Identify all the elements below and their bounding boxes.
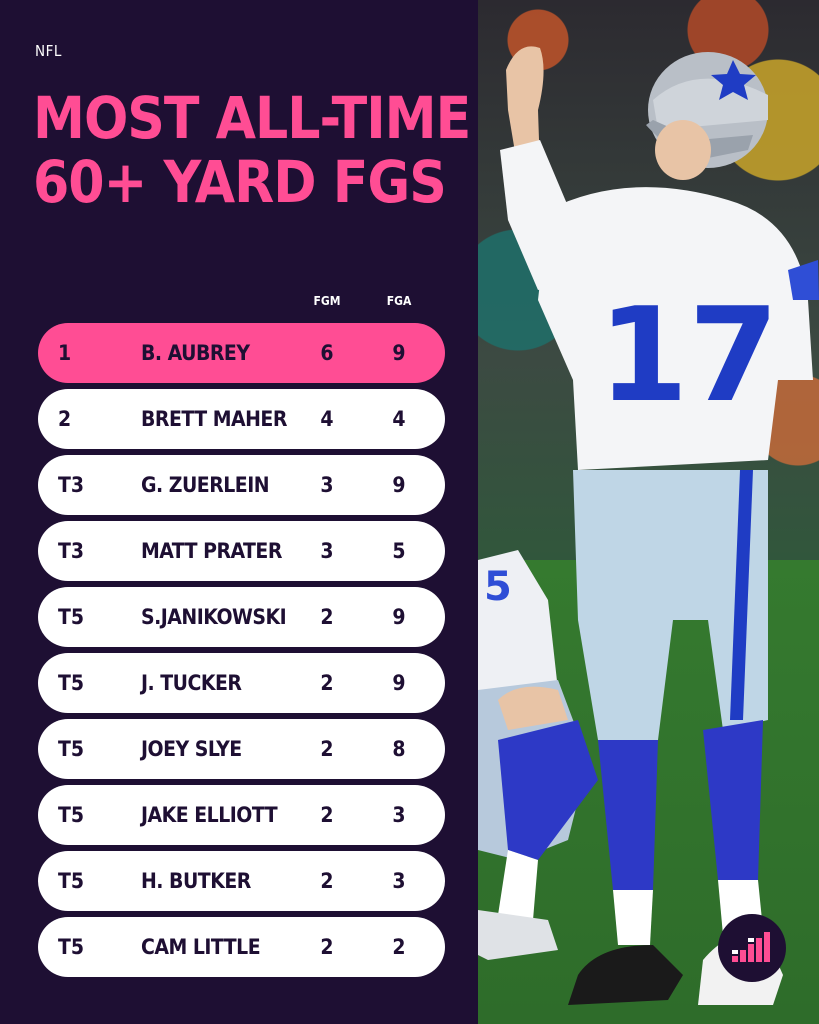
holder-jersey-number: 5 xyxy=(484,564,512,610)
kicker-player: 17 xyxy=(500,46,819,1005)
kicker-jersey-number: 17 xyxy=(598,279,779,431)
row-rank: T5 xyxy=(58,737,85,761)
leaderboard: 1 B. AUBREY 6 9 2 BRETT MAHER 4 4 T3 G. … xyxy=(38,323,445,983)
row-rank: T5 xyxy=(58,605,85,629)
row-fga: 9 xyxy=(392,341,406,365)
leaderboard-row: T3 G. ZUERLEIN 3 9 xyxy=(38,455,445,515)
row-rank: T5 xyxy=(58,803,85,827)
row-fga: 9 xyxy=(392,605,406,629)
column-header-fga: FGA xyxy=(386,294,412,308)
row-fga: 3 xyxy=(392,869,406,893)
row-rank: T3 xyxy=(58,473,85,497)
row-player-name: JOEY SLYE xyxy=(141,737,242,761)
leaderboard-row: T5 JOEY SLYE 2 8 xyxy=(38,719,445,779)
leaderboard-row: 1 B. AUBREY 6 9 xyxy=(38,323,445,383)
row-fgm: 2 xyxy=(320,671,334,695)
row-fgm: 2 xyxy=(320,935,334,959)
row-fgm: 6 xyxy=(320,341,334,365)
row-rank: T5 xyxy=(58,935,85,959)
row-player-name: BRETT MAHER xyxy=(141,407,287,431)
row-player-name: JAKE ELLIOTT xyxy=(141,803,278,827)
row-rank: T5 xyxy=(58,671,85,695)
stats-panel: NFL MOST ALL-TIME 60+ YARD FGS FGM FGA 1… xyxy=(33,42,473,983)
row-fga: 5 xyxy=(392,539,406,563)
row-rank: 2 xyxy=(58,407,72,431)
row-fgm: 3 xyxy=(320,539,334,563)
row-player-name: B. AUBREY xyxy=(141,341,250,365)
row-fga: 3 xyxy=(392,803,406,827)
row-player-name: S.JANIKOWSKI xyxy=(141,605,287,629)
kicker-photo: 5 17 xyxy=(478,0,819,1024)
row-fga: 4 xyxy=(392,407,406,431)
row-fga: 8 xyxy=(392,737,406,761)
leaderboard-row: T5 S.JANIKOWSKI 2 9 xyxy=(38,587,445,647)
leaderboard-row: 2 BRETT MAHER 4 4 xyxy=(38,389,445,449)
leaderboard-row: T5 JAKE ELLIOTT 2 3 xyxy=(38,785,445,845)
row-fgm: 4 xyxy=(320,407,334,431)
row-fgm: 2 xyxy=(320,605,334,629)
page-title: MOST ALL-TIME 60+ YARD FGS xyxy=(33,86,473,214)
holder-teammate: 5 xyxy=(478,550,598,960)
leaderboard-row: T5 CAM LITTLE 2 2 xyxy=(38,917,445,977)
league-label: NFL xyxy=(35,42,62,60)
title-line-2: 60+ YARD FGS xyxy=(33,148,447,216)
row-rank: T5 xyxy=(58,869,85,893)
leaderboard-row: T3 MATT PRATER 3 5 xyxy=(38,521,445,581)
row-rank: 1 xyxy=(58,341,72,365)
row-player-name: J. TUCKER xyxy=(141,671,242,695)
title-line-1: MOST ALL-TIME xyxy=(33,84,471,152)
row-fga: 2 xyxy=(392,935,406,959)
kicker-illustration: 5 17 xyxy=(478,46,819,1005)
row-player-name: G. ZUERLEIN xyxy=(141,473,270,497)
leaderboard-row: T5 H. BUTKER 2 3 xyxy=(38,851,445,911)
leaderboard-row: T5 J. TUCKER 2 9 xyxy=(38,653,445,713)
row-player-name: CAM LITTLE xyxy=(141,935,261,959)
bar-chart-logo-icon xyxy=(718,914,786,982)
bar-chart-logo-glyph xyxy=(732,932,770,962)
row-fga: 9 xyxy=(392,671,406,695)
column-header-fgm: FGM xyxy=(313,294,341,308)
row-fgm: 3 xyxy=(320,473,334,497)
row-fga: 9 xyxy=(392,473,406,497)
row-fgm: 2 xyxy=(320,803,334,827)
row-fgm: 2 xyxy=(320,737,334,761)
row-player-name: H. BUTKER xyxy=(141,869,251,893)
row-fgm: 2 xyxy=(320,869,334,893)
row-player-name: MATT PRATER xyxy=(141,539,282,563)
row-rank: T3 xyxy=(58,539,85,563)
